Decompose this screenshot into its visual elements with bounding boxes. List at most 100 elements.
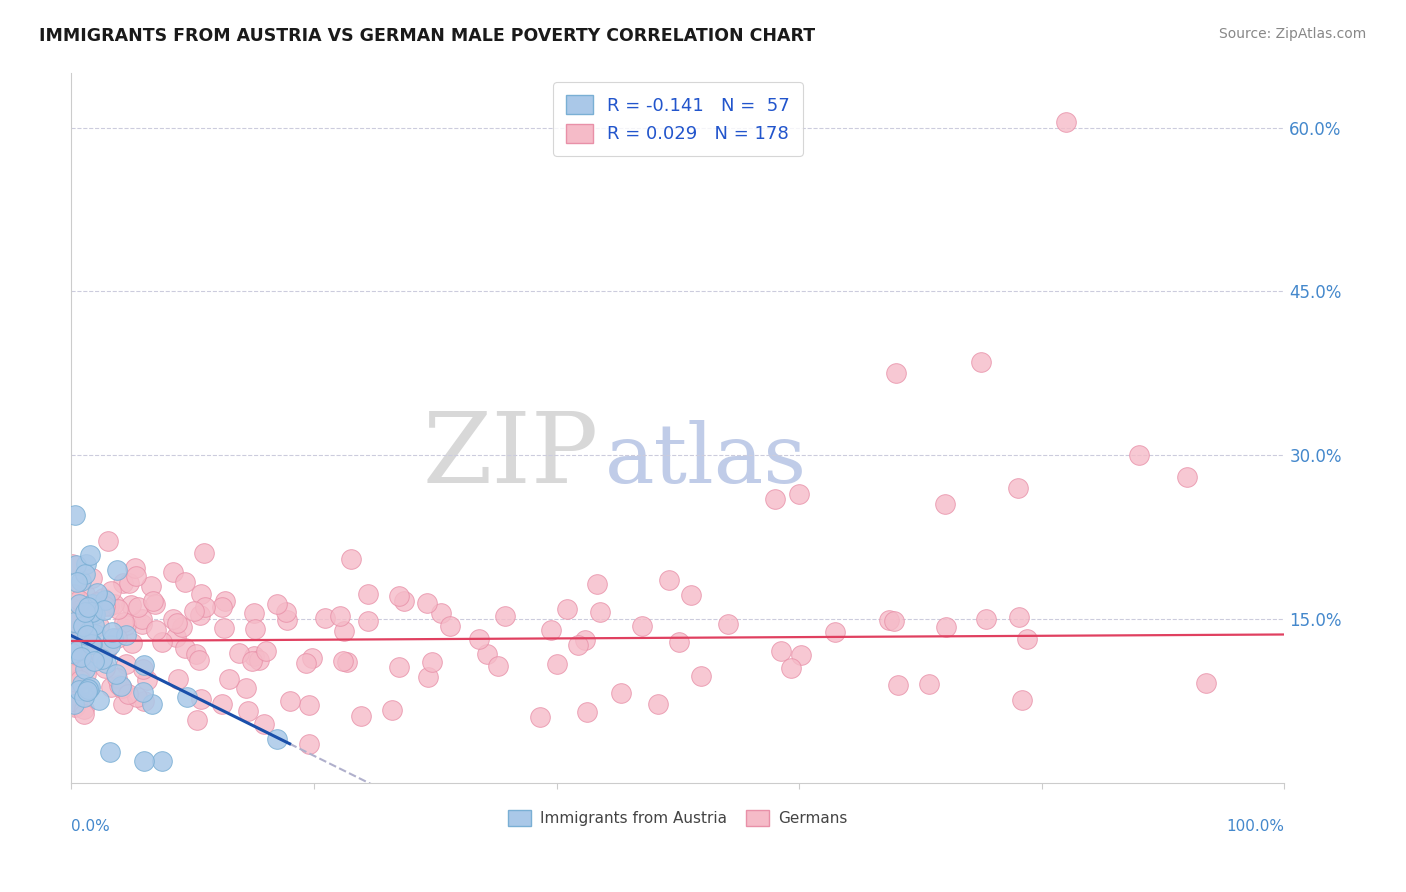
Point — [67, 642, 90, 657]
Legend: Immigrants from Austria, Germans: Immigrants from Austria, Germans — [502, 804, 853, 832]
Point — [80, 571, 103, 585]
Point — [475, 647, 498, 661]
Point — [93, 599, 115, 613]
Point — [420, 655, 443, 669]
Point — [76, 628, 98, 642]
Point — [97, 533, 120, 548]
Point — [98, 745, 121, 759]
Point — [170, 620, 193, 634]
Point — [439, 619, 461, 633]
Point — [111, 576, 134, 591]
Point — [162, 612, 184, 626]
Point — [132, 694, 155, 708]
Point — [631, 619, 654, 633]
Point — [918, 677, 941, 691]
Point — [166, 631, 188, 645]
Point — [166, 616, 188, 631]
Point — [86, 586, 108, 600]
Point — [211, 599, 233, 614]
Point — [62, 615, 84, 629]
Point — [877, 613, 900, 627]
Point — [67, 683, 90, 698]
Point — [97, 599, 120, 613]
Point — [62, 618, 84, 632]
Point — [332, 654, 354, 668]
Point — [1011, 693, 1033, 707]
Point — [610, 686, 633, 700]
Point — [72, 619, 94, 633]
Point — [79, 605, 101, 619]
Point — [183, 604, 205, 618]
Point — [70, 649, 93, 664]
Point — [357, 586, 380, 600]
Point — [94, 592, 117, 607]
Point — [124, 561, 146, 575]
Point — [70, 650, 93, 665]
Point — [114, 657, 136, 672]
Point — [79, 606, 101, 620]
Point — [75, 566, 97, 581]
Point — [94, 656, 117, 670]
Point — [63, 508, 86, 523]
Point — [104, 667, 127, 681]
Point — [80, 637, 103, 651]
Point — [82, 637, 104, 651]
Point — [62, 606, 84, 620]
Point — [63, 587, 86, 601]
Point — [295, 656, 318, 670]
Point — [121, 636, 143, 650]
Point — [69, 671, 91, 685]
Point — [388, 660, 411, 674]
Point — [69, 636, 91, 650]
Point — [62, 667, 84, 681]
Point — [883, 614, 905, 628]
Point — [67, 593, 90, 607]
Point — [117, 575, 139, 590]
Point — [769, 644, 792, 658]
Point — [132, 662, 155, 676]
Point — [62, 644, 84, 658]
Point — [103, 631, 125, 645]
Point — [214, 594, 236, 608]
Point — [658, 573, 681, 587]
Point — [75, 685, 97, 699]
Point — [73, 690, 96, 704]
Point — [266, 732, 288, 747]
Point — [824, 624, 846, 639]
Point — [87, 619, 110, 633]
Point — [790, 648, 813, 663]
Point — [193, 546, 215, 560]
Point — [103, 597, 125, 611]
Point — [105, 631, 128, 645]
Point — [62, 694, 84, 708]
Point — [62, 659, 84, 673]
Point — [90, 652, 112, 666]
Point — [1177, 470, 1199, 484]
Point — [100, 583, 122, 598]
Point — [243, 606, 266, 620]
Point — [139, 578, 162, 592]
Point — [555, 601, 578, 615]
Point — [62, 557, 84, 571]
Point — [62, 624, 84, 638]
Point — [63, 647, 86, 661]
Point — [69, 574, 91, 588]
Point — [62, 635, 84, 649]
Point — [211, 698, 233, 712]
Point — [115, 618, 138, 632]
Point — [236, 705, 259, 719]
Point — [212, 621, 235, 635]
Point — [82, 598, 104, 612]
Point — [974, 612, 997, 626]
Point — [256, 644, 278, 658]
Point — [235, 681, 257, 695]
Point — [494, 608, 516, 623]
Text: Source: ZipAtlas.com: Source: ZipAtlas.com — [1219, 27, 1367, 41]
Point — [357, 614, 380, 628]
Point — [350, 709, 373, 723]
Point — [73, 654, 96, 668]
Point — [392, 594, 415, 608]
Point — [83, 617, 105, 632]
Point — [87, 693, 110, 707]
Point — [787, 486, 810, 500]
